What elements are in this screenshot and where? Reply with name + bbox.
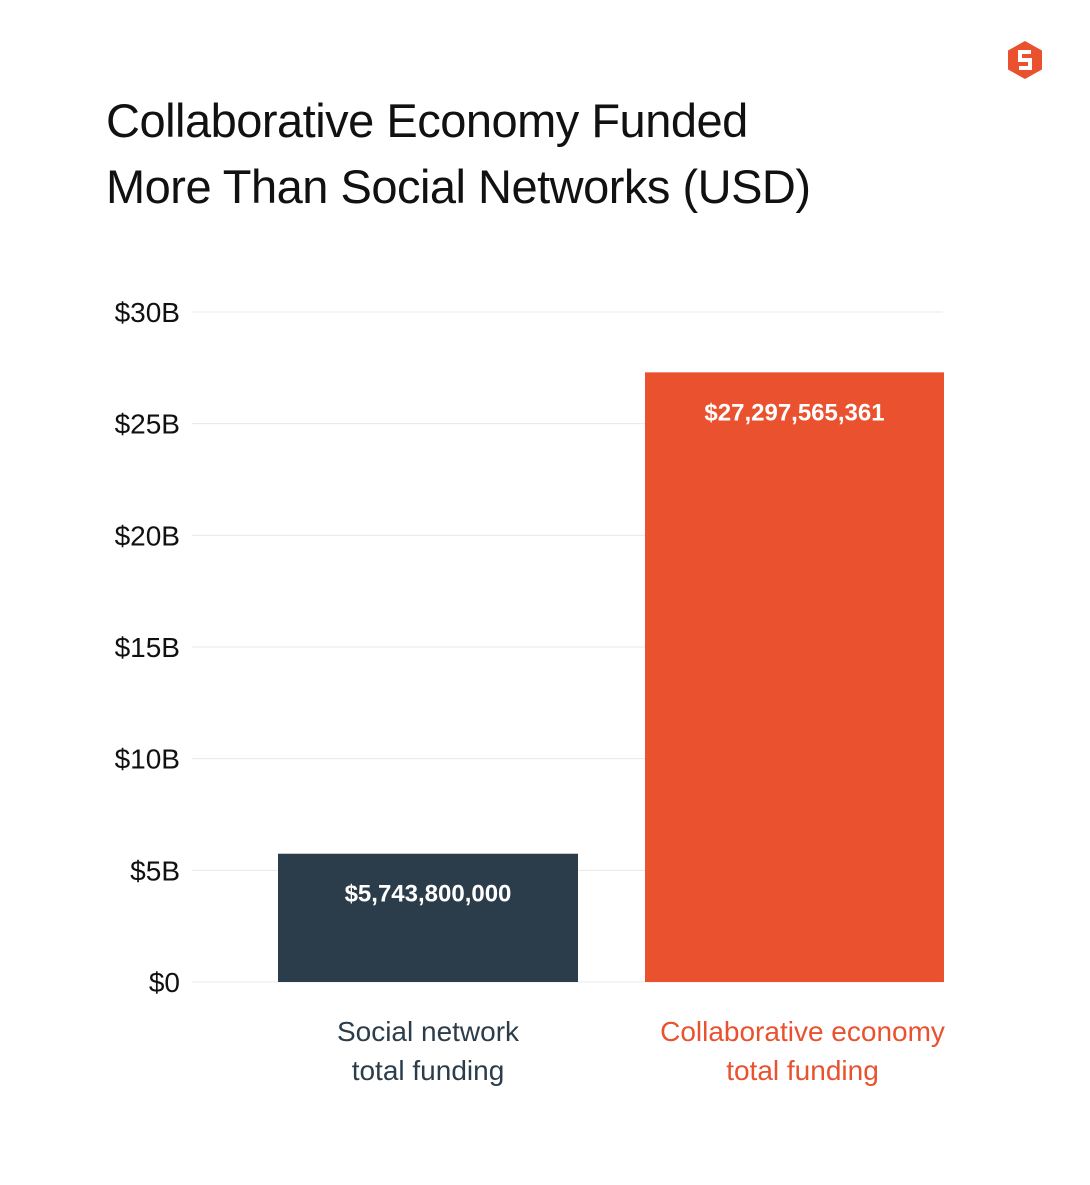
- chart-title-line-1: Collaborative Economy Funded: [106, 94, 748, 147]
- y-tick-label: $25B: [115, 409, 180, 440]
- y-tick-label: $10B: [115, 744, 180, 775]
- chart-bars: $5,743,800,000 $27,297,565,361: [278, 372, 944, 982]
- chart-title-line-2: More Than Social Networks (USD): [106, 160, 811, 213]
- bar: [278, 853, 578, 982]
- y-tick-label: $5B: [130, 855, 180, 886]
- y-tick-label: $15B: [115, 632, 180, 663]
- bar-value-label: $5,743,800,000: [345, 881, 512, 908]
- category-label-line: Social network: [337, 1016, 520, 1047]
- brand-logo-icon: [1008, 41, 1042, 79]
- bar-value-label: $27,297,565,361: [704, 399, 884, 426]
- category-label-line: total funding: [352, 1055, 505, 1086]
- y-tick-label: $30B: [115, 297, 180, 328]
- chart-title: Collaborative Economy Funded More Than S…: [106, 88, 1006, 220]
- y-tick-label: $20B: [115, 520, 180, 551]
- y-axis-tick-labels: $0 $5B $10B $15B $20B $25B $30B: [115, 297, 180, 998]
- logo-s-mark: [1018, 50, 1032, 70]
- category-label-line: Collaborative economy: [660, 1016, 945, 1047]
- y-tick-label: $0: [149, 967, 180, 998]
- x-axis-category-labels: Social network total funding Collaborative…: [337, 1016, 945, 1086]
- bar: [645, 372, 944, 982]
- category-label-line: total funding: [726, 1055, 879, 1086]
